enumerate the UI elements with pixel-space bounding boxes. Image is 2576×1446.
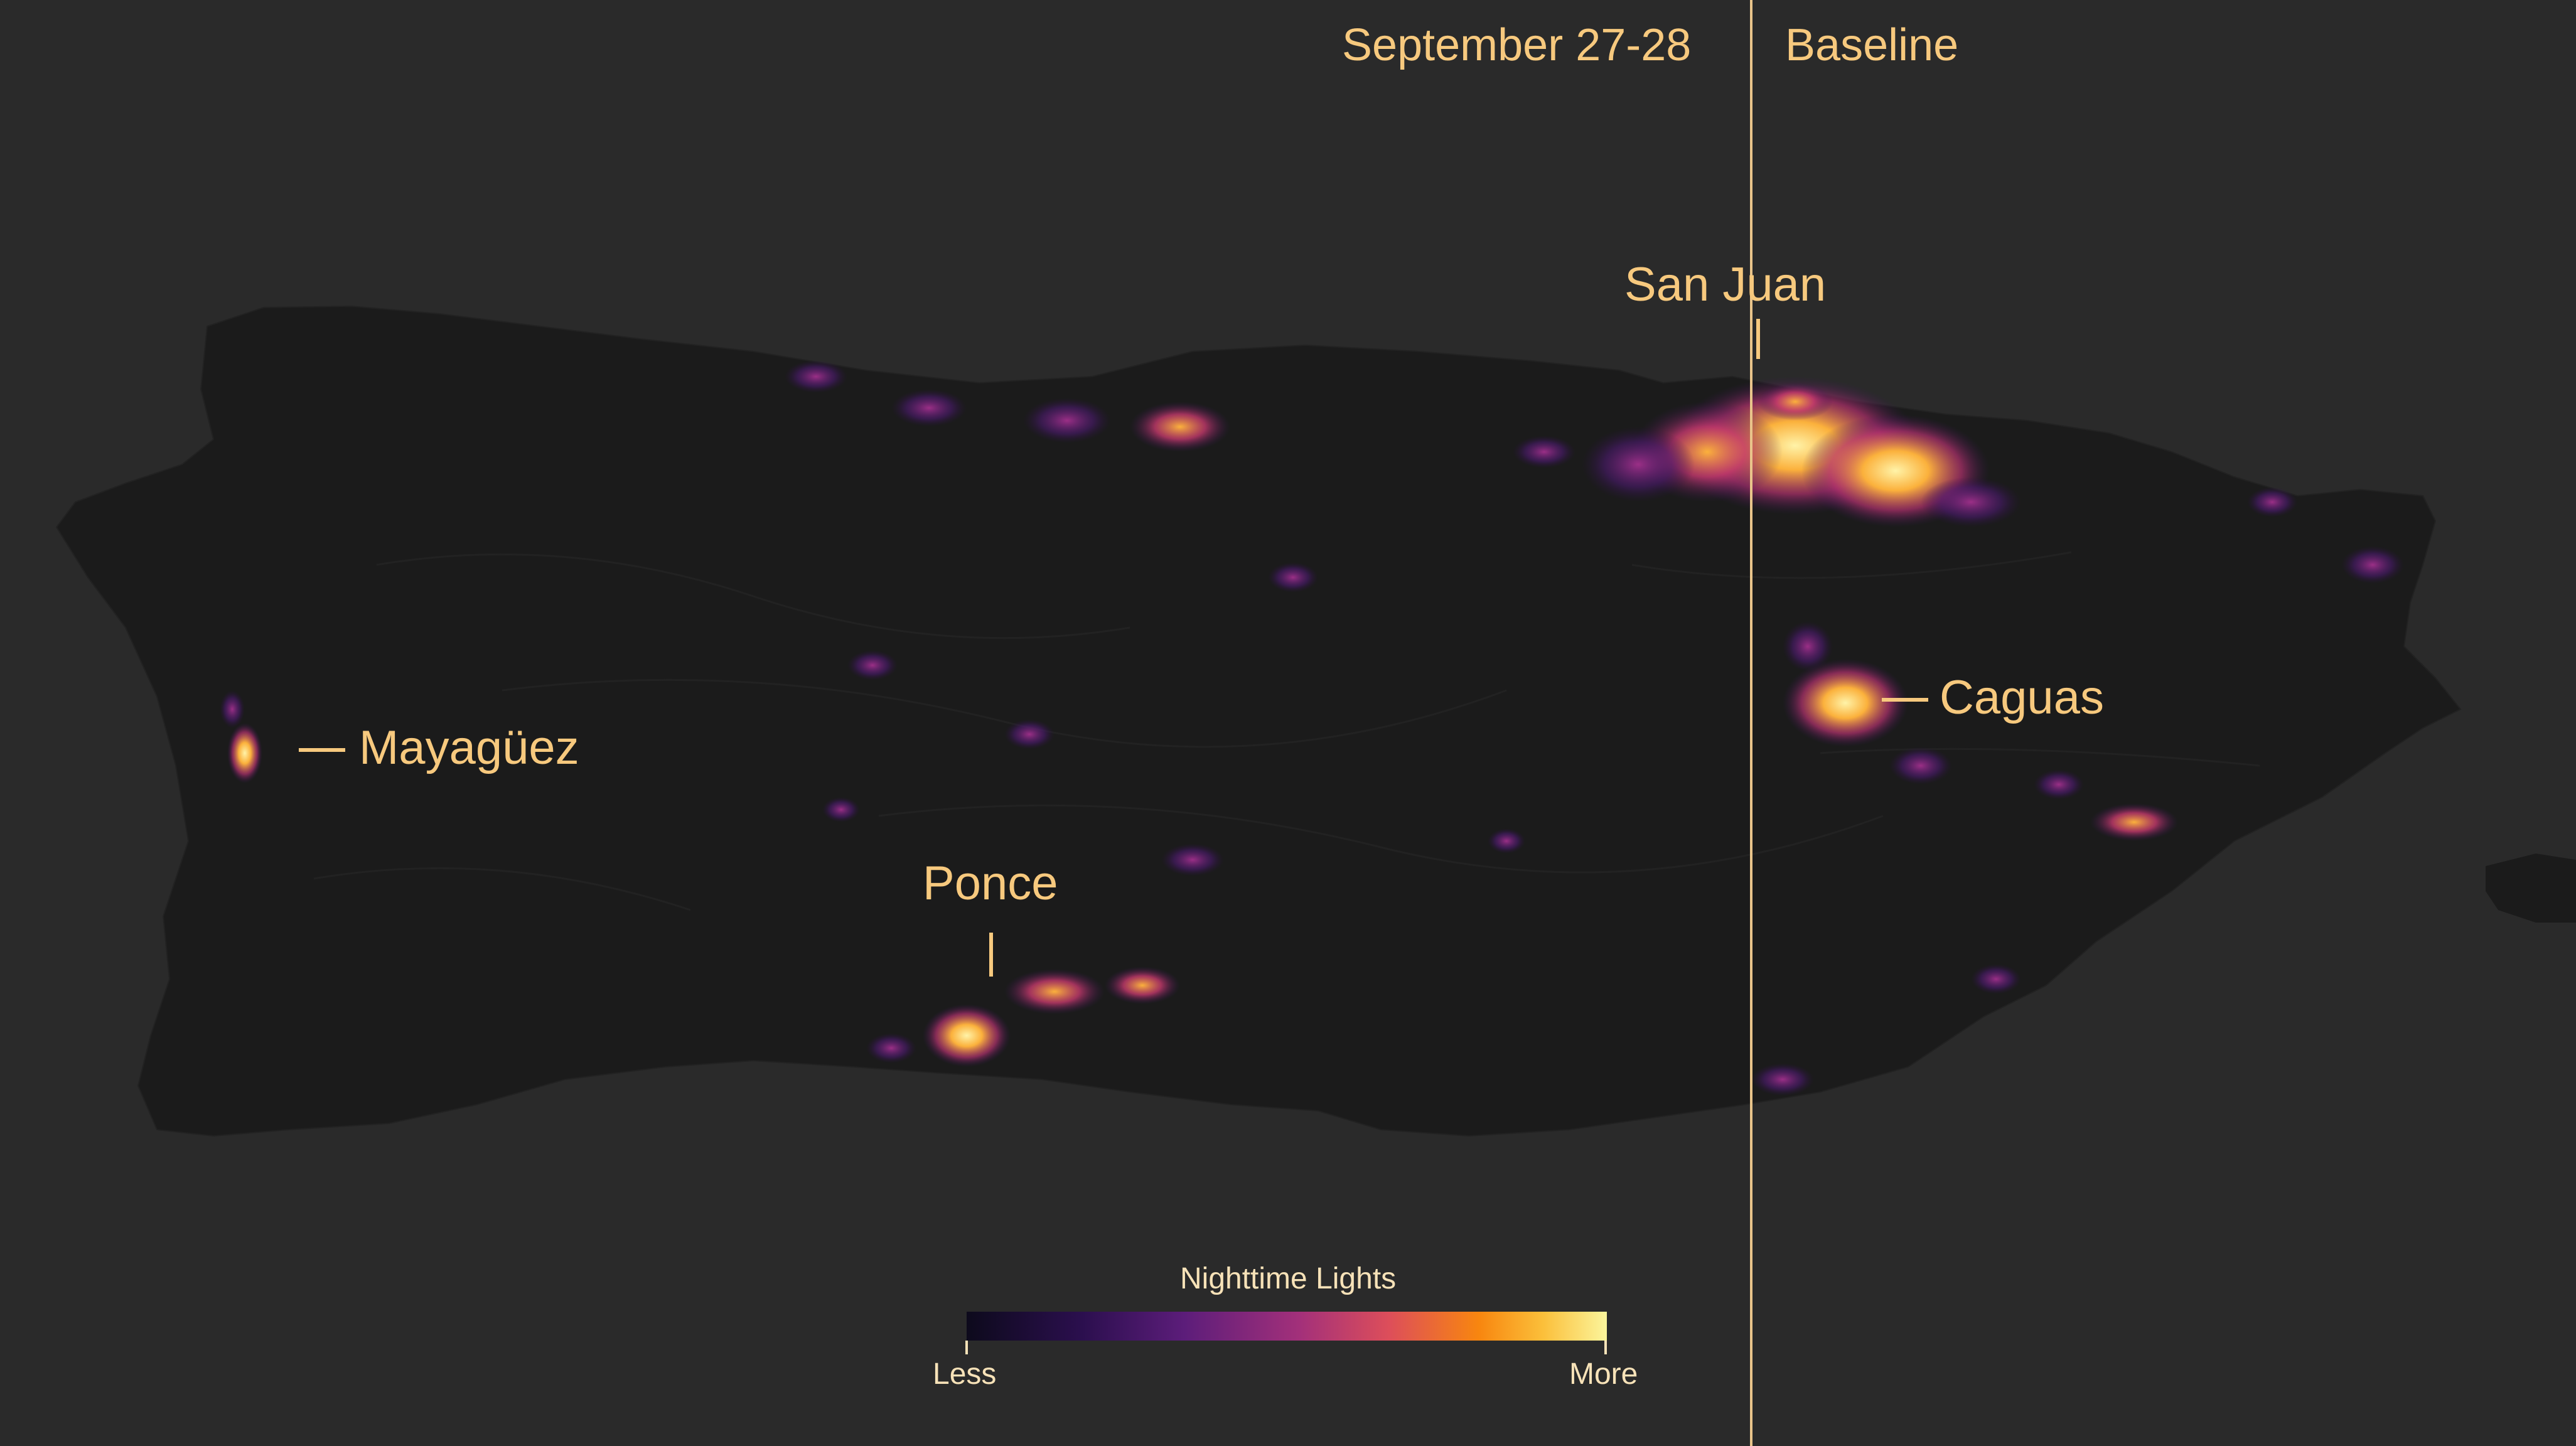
nighttime-lights	[220, 360, 2404, 1096]
right-panel-label: Baseline	[1785, 20, 1959, 70]
san-juan-leader	[1756, 319, 1760, 359]
terrain-texture	[313, 551, 2260, 911]
offshore-island	[2486, 854, 2576, 923]
city-label-ponce: Ponce	[923, 857, 1058, 910]
left-panel-label: September 27-28	[1342, 20, 1692, 70]
legend-color-ramp	[967, 1312, 1607, 1341]
legend-tick-more	[1604, 1341, 1607, 1354]
comparison-divider[interactable]	[1750, 0, 1752, 1446]
legend-more-label: More	[1569, 1358, 1638, 1391]
city-label-san-juan: San Juan	[1624, 258, 1827, 311]
mayaguez-leader	[299, 748, 345, 752]
legend-tick-less	[965, 1341, 968, 1354]
city-label-caguas: Caguas	[1940, 671, 2104, 724]
city-label-mayaguez: Mayagüez	[359, 721, 579, 774]
legend-less-label: Less	[933, 1358, 997, 1391]
ponce-leader	[989, 933, 993, 977]
legend-title: Nighttime Lights	[1180, 1262, 1397, 1295]
caguas-leader	[1882, 698, 1928, 702]
